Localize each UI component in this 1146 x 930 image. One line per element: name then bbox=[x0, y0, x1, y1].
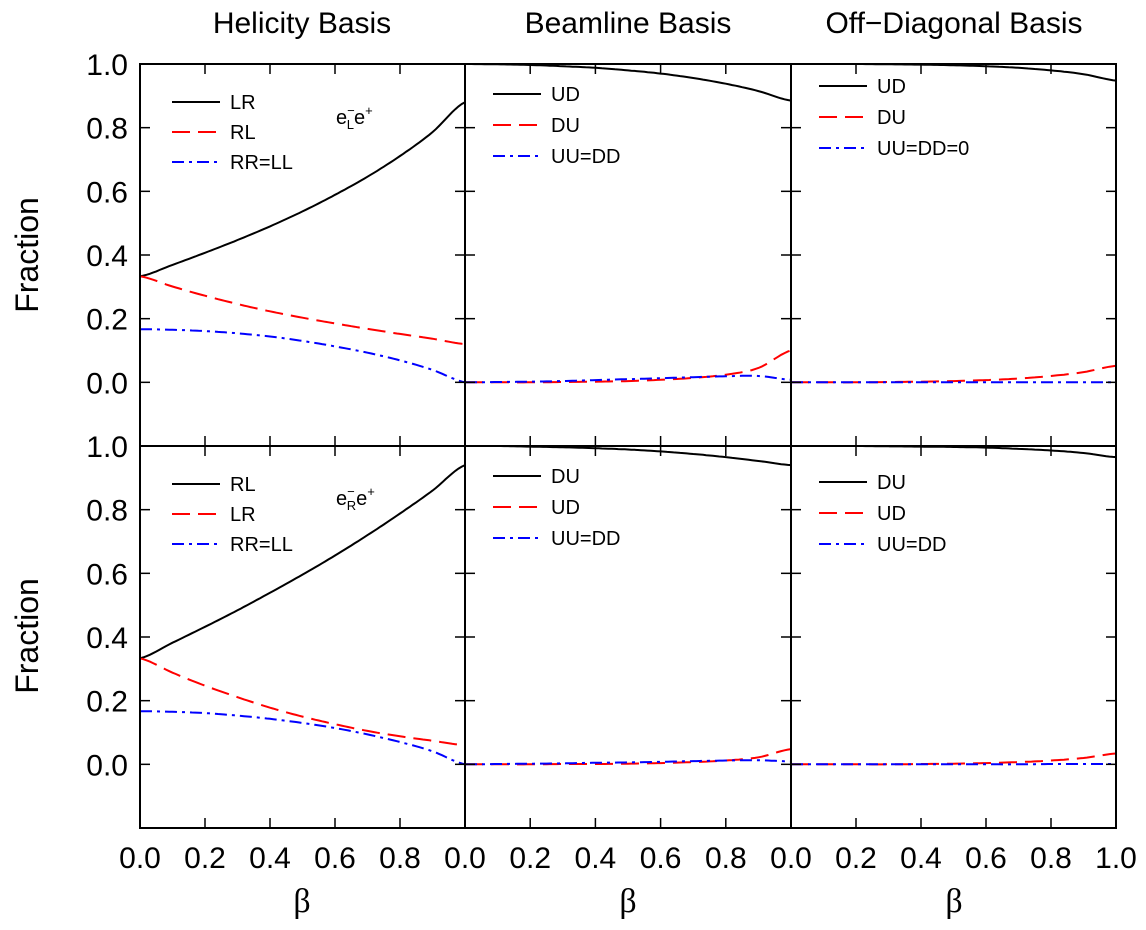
panel-r1c0-legend-label-2: RR=LL bbox=[230, 534, 293, 556]
panel-r1c0-legend-label-0: RL bbox=[230, 474, 256, 496]
panel-r1c1-xtick-label-3: 0.6 bbox=[640, 842, 682, 875]
panel-r0c1-series-0-line bbox=[465, 63, 792, 102]
panel-r0c0-ytick-label-3: 0.4 bbox=[86, 240, 128, 273]
panel-r1c1-xtick-label-2: 0.4 bbox=[575, 842, 617, 875]
panel-r1c0-ytick-label-0: 1.0 bbox=[86, 431, 128, 464]
panel-r0c2-legend-label-2: UU=DD=0 bbox=[877, 138, 969, 160]
panel-r1c0-series-2-line bbox=[140, 710, 466, 766]
panel-r1c2-xtick-label-last: 1.0 bbox=[1095, 842, 1137, 875]
panel-r1c0-xtick-label-2: 0.4 bbox=[249, 842, 291, 875]
panel-r0c0-legend-label-0: LR bbox=[230, 92, 256, 114]
panel-r0c1-series-1-line bbox=[465, 349, 792, 384]
y-axis-label-top: Fraction bbox=[9, 197, 45, 313]
panel-r1c2-series-0-line bbox=[791, 445, 1117, 459]
panel-r0c0-ytick-label-4: 0.2 bbox=[86, 304, 128, 337]
panel-r0c1-series-2-line bbox=[465, 374, 792, 384]
panel-r1c1-legend-label-1: UD bbox=[551, 497, 580, 519]
panel-r0c2-legend-label-1: DU bbox=[877, 107, 906, 129]
panel-r1c1-xtick-label-4: 0.8 bbox=[705, 842, 747, 875]
panel-r1c0-ytick-label-2: 0.6 bbox=[86, 558, 128, 591]
panel-r0c2-series-1-line bbox=[791, 364, 1117, 384]
x-axis-label-col1: β bbox=[619, 883, 636, 920]
panel-r1c2-xtick-label-0: 0.0 bbox=[770, 842, 812, 875]
x-axis-label-col2: β bbox=[945, 883, 962, 920]
panel-r1c2-series-1-line bbox=[791, 752, 1117, 766]
panel-r0c2-series-0-line bbox=[791, 63, 1117, 82]
panel-r0c0-ytick-label-2: 0.6 bbox=[86, 176, 128, 209]
panel-r1c1-series-0-line bbox=[465, 445, 792, 467]
column-title-beamline: Beamline Basis bbox=[525, 7, 732, 40]
panel-r1c2-legend-label-0: DU bbox=[877, 472, 906, 494]
panel-r0c0-series-1-line bbox=[139, 275, 466, 346]
panel-r1c0-xtick-label-0: 0.0 bbox=[119, 842, 161, 875]
panel-r0c0-ytick-label-5: 0.0 bbox=[86, 367, 128, 400]
panel-r1c0-ytick-label-4: 0.2 bbox=[86, 686, 128, 719]
column-title-offdiagonal: Off−Diagonal Basis bbox=[825, 7, 1082, 40]
panel-r1c0-xtick-label-4: 0.8 bbox=[379, 842, 421, 875]
y-axis-label-bottom: Fraction bbox=[9, 578, 45, 694]
panel-r0c1-legend-label-2: UU=DD bbox=[551, 146, 620, 168]
panel-r0c1-legend-label-1: DU bbox=[551, 115, 580, 137]
panel-r0c0-legend-label-1: RL bbox=[230, 122, 256, 144]
panel-r1c2-frame bbox=[790, 445, 1117, 829]
panel-r1c2-xtick-label-4: 0.8 bbox=[1030, 842, 1072, 875]
panel-r1c2-legend-label-1: UD bbox=[877, 503, 906, 525]
panel-r1c0-series-0-line bbox=[139, 464, 466, 660]
panel-r1c0-ytick-label-3: 0.4 bbox=[86, 622, 128, 655]
x-axis-label-col0: β bbox=[293, 883, 310, 920]
panel-r1c1-xtick-label-1: 0.2 bbox=[509, 842, 551, 875]
panel-r1c0-series-1-line bbox=[139, 657, 466, 747]
column-title-helicity: Helicity Basis bbox=[213, 7, 391, 40]
panel-r0c0-frame bbox=[139, 63, 466, 447]
panel-r0c0-ytick-label-1: 0.8 bbox=[86, 113, 128, 146]
panel-r1c1-series-1-line bbox=[465, 748, 792, 766]
panel-r1c1-legend-label-2: UU=DD bbox=[551, 528, 620, 550]
panel-r1c1-frame bbox=[464, 445, 792, 829]
panel-r1c0-xtick-label-1: 0.2 bbox=[184, 842, 226, 875]
panel-r1c2-xtick-label-3: 0.6 bbox=[965, 842, 1007, 875]
panel-r1c0-ytick-label-5: 0.0 bbox=[86, 749, 128, 782]
panel-r1c2-xtick-label-1: 0.2 bbox=[835, 842, 877, 875]
panel-r0c0-ytick-label-0: 1.0 bbox=[86, 49, 128, 82]
panel-r0c1-frame bbox=[464, 63, 792, 447]
panel-r0c2-legend-label-0: UD bbox=[877, 76, 906, 98]
panel-r1c1-legend-label-0: DU bbox=[551, 466, 580, 488]
panel-r0c0-series-0-line bbox=[139, 101, 466, 278]
panel-r0c2-frame bbox=[790, 63, 1117, 447]
panel-r1c1-xtick-label-0: 0.0 bbox=[444, 842, 486, 875]
panel-r0c0-legend-label-2: RR=LL bbox=[230, 152, 293, 174]
panel-r1c2-xtick-label-2: 0.4 bbox=[900, 842, 942, 875]
panel-r1c0-ytick-label-1: 0.8 bbox=[86, 495, 128, 528]
panel-r0c1-legend-label-0: UD bbox=[551, 84, 580, 106]
annotation-eL-eplus: e− Le+ bbox=[336, 103, 373, 132]
panel-r1c1-series-2-line bbox=[465, 759, 792, 766]
panel-r1c0-xtick-label-3: 0.6 bbox=[314, 842, 356, 875]
panel-r0c0-series-2-line bbox=[140, 328, 466, 384]
panel-r1c2-legend-label-2: UU=DD bbox=[877, 534, 946, 556]
annotation-eR-eplus: e− Re+ bbox=[336, 484, 375, 513]
panel-r1c0-legend-label-1: LR bbox=[230, 504, 256, 526]
